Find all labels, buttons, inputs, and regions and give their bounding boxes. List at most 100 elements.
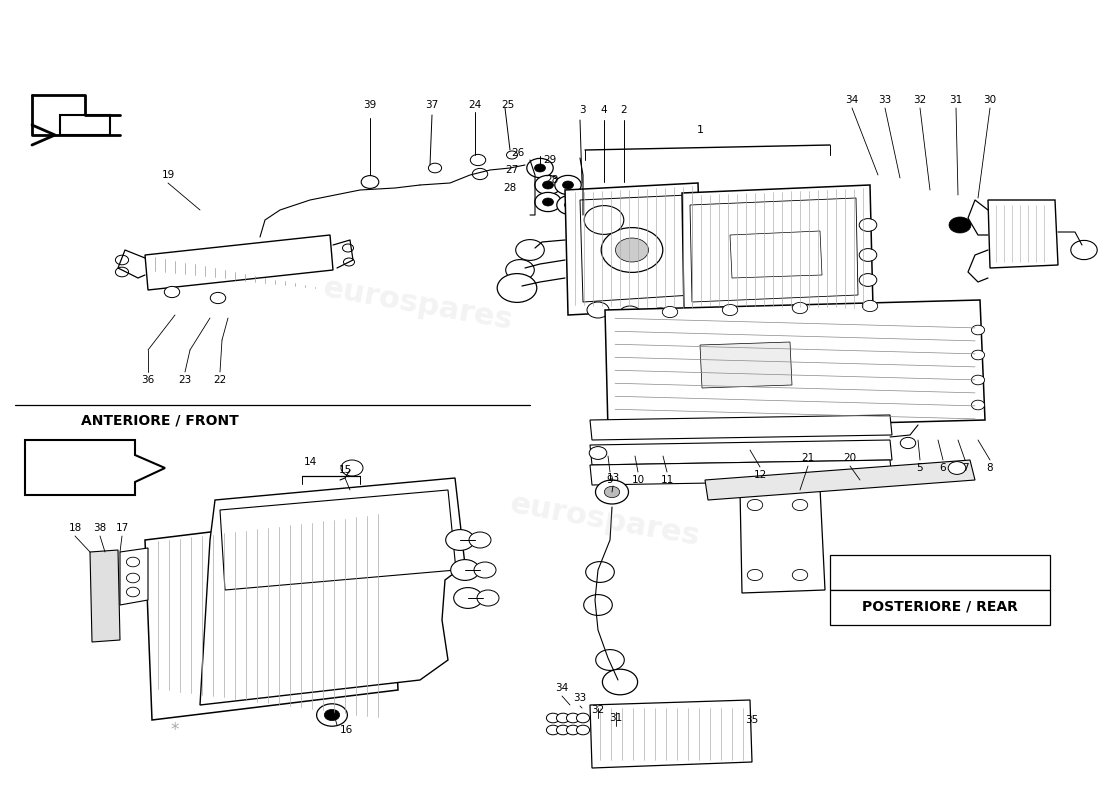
Text: 30: 30 bbox=[983, 95, 997, 105]
Text: *: * bbox=[170, 721, 179, 739]
Polygon shape bbox=[145, 235, 333, 290]
Circle shape bbox=[126, 557, 140, 566]
Text: 27: 27 bbox=[505, 165, 518, 175]
Polygon shape bbox=[220, 490, 456, 590]
Circle shape bbox=[535, 175, 561, 194]
Circle shape bbox=[859, 274, 877, 286]
Circle shape bbox=[747, 499, 762, 510]
Polygon shape bbox=[690, 198, 858, 302]
Text: 6: 6 bbox=[939, 463, 946, 473]
Circle shape bbox=[477, 590, 499, 606]
Circle shape bbox=[446, 530, 474, 550]
Circle shape bbox=[471, 154, 486, 166]
Circle shape bbox=[116, 255, 129, 265]
Circle shape bbox=[590, 446, 607, 459]
Circle shape bbox=[341, 460, 363, 476]
Circle shape bbox=[527, 158, 553, 178]
Polygon shape bbox=[682, 185, 873, 315]
Circle shape bbox=[603, 669, 638, 694]
Text: 20: 20 bbox=[844, 453, 857, 463]
Circle shape bbox=[506, 151, 517, 159]
Text: 12: 12 bbox=[754, 470, 767, 480]
Text: 31: 31 bbox=[949, 95, 962, 105]
Circle shape bbox=[557, 725, 570, 734]
Circle shape bbox=[116, 267, 129, 277]
Circle shape bbox=[428, 163, 441, 173]
Text: 5: 5 bbox=[916, 463, 923, 473]
Text: 28: 28 bbox=[546, 175, 559, 185]
Text: 35: 35 bbox=[746, 715, 759, 725]
Polygon shape bbox=[705, 460, 975, 500]
Circle shape bbox=[584, 594, 613, 615]
Text: 34: 34 bbox=[556, 683, 569, 693]
Text: 23: 23 bbox=[178, 375, 191, 385]
Text: 1: 1 bbox=[696, 125, 704, 135]
Text: 32: 32 bbox=[592, 705, 605, 715]
Text: 10: 10 bbox=[631, 475, 645, 485]
Circle shape bbox=[542, 198, 553, 206]
Circle shape bbox=[547, 714, 560, 723]
Text: 31: 31 bbox=[609, 713, 623, 723]
Circle shape bbox=[557, 714, 570, 723]
Circle shape bbox=[649, 308, 671, 324]
Text: 25: 25 bbox=[502, 100, 515, 110]
Polygon shape bbox=[730, 231, 822, 278]
Circle shape bbox=[971, 375, 984, 385]
Bar bbox=[830, 555, 1050, 590]
Circle shape bbox=[859, 249, 877, 262]
Polygon shape bbox=[120, 548, 148, 605]
Circle shape bbox=[535, 192, 561, 212]
Circle shape bbox=[585, 562, 614, 582]
Text: 39: 39 bbox=[363, 100, 376, 110]
Circle shape bbox=[472, 168, 487, 180]
Text: 4: 4 bbox=[601, 105, 607, 115]
Text: 37: 37 bbox=[426, 100, 439, 110]
Circle shape bbox=[497, 274, 537, 302]
Circle shape bbox=[584, 206, 624, 234]
Text: 29: 29 bbox=[543, 155, 557, 165]
Circle shape bbox=[596, 650, 625, 670]
Text: 14: 14 bbox=[304, 457, 317, 467]
Polygon shape bbox=[590, 460, 892, 485]
Circle shape bbox=[453, 587, 482, 608]
Circle shape bbox=[164, 286, 179, 298]
Text: 33: 33 bbox=[573, 693, 586, 703]
Circle shape bbox=[971, 325, 984, 334]
Circle shape bbox=[562, 181, 573, 189]
Circle shape bbox=[342, 244, 353, 252]
Circle shape bbox=[619, 306, 641, 322]
Circle shape bbox=[566, 725, 580, 734]
Text: 8: 8 bbox=[987, 463, 993, 473]
Circle shape bbox=[862, 300, 878, 311]
Polygon shape bbox=[90, 550, 120, 642]
Circle shape bbox=[126, 573, 140, 582]
Polygon shape bbox=[590, 700, 752, 768]
Circle shape bbox=[564, 201, 575, 209]
Circle shape bbox=[535, 164, 546, 172]
Circle shape bbox=[542, 181, 553, 189]
Polygon shape bbox=[605, 300, 984, 430]
Text: 16: 16 bbox=[340, 725, 353, 735]
Text: 36: 36 bbox=[142, 375, 155, 385]
Polygon shape bbox=[565, 183, 702, 315]
Circle shape bbox=[317, 704, 348, 726]
Polygon shape bbox=[60, 115, 110, 135]
Text: 7: 7 bbox=[961, 463, 968, 473]
Polygon shape bbox=[145, 510, 398, 720]
Circle shape bbox=[971, 350, 984, 360]
Circle shape bbox=[772, 482, 788, 493]
Circle shape bbox=[324, 710, 340, 721]
Text: 32: 32 bbox=[913, 95, 926, 105]
Text: 26: 26 bbox=[512, 148, 525, 158]
Circle shape bbox=[474, 562, 496, 578]
Text: 13: 13 bbox=[606, 473, 619, 483]
Polygon shape bbox=[590, 415, 892, 440]
Circle shape bbox=[859, 218, 877, 231]
Text: 11: 11 bbox=[660, 475, 673, 485]
Polygon shape bbox=[988, 200, 1058, 268]
Circle shape bbox=[576, 725, 590, 734]
Circle shape bbox=[587, 302, 609, 318]
Circle shape bbox=[554, 175, 581, 194]
Text: 33: 33 bbox=[879, 95, 892, 105]
Text: ANTERIORE / FRONT: ANTERIORE / FRONT bbox=[81, 413, 239, 427]
